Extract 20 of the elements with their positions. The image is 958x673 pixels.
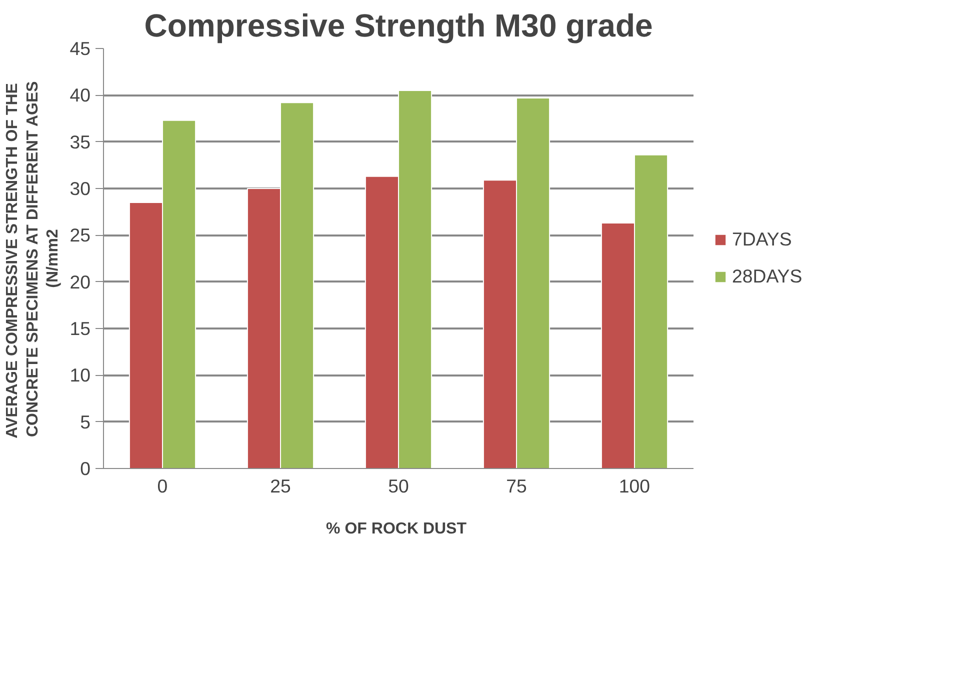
y-tick-label: 40	[70, 84, 91, 106]
x-tick-label: 25	[270, 476, 291, 496]
y-tick-label: 35	[70, 131, 91, 152]
y-tick-label: 30	[70, 178, 91, 199]
x-axis-title: % OF ROCK DUST	[326, 520, 467, 538]
x-tick-label: 100	[618, 476, 650, 496]
y-tick-label: 0	[80, 458, 91, 479]
y-tick-label: 15	[70, 318, 91, 339]
chart-title: Compressive Strength M30 grade	[144, 8, 653, 44]
y-axis-title: AVERAGE COMPRESSIVE STRENGTH OF THE CONCRETE SPECIMENS AT DIFFERENT AGES (N/mm2	[4, 80, 62, 438]
x-tick-label: 50	[388, 476, 409, 496]
y-tick-label: 5	[80, 411, 91, 432]
x-tick-label: 75	[506, 476, 527, 496]
legend-label: 28DAYS	[732, 266, 802, 288]
y-tick-label: 10	[70, 364, 91, 386]
legend-label: 7DAYS	[732, 228, 792, 250]
y-tick-label: 25	[70, 224, 91, 246]
x-tick-label: 0	[157, 476, 168, 496]
y-tick-label: 45	[70, 38, 91, 59]
y-tick-label: 20	[70, 271, 91, 292]
